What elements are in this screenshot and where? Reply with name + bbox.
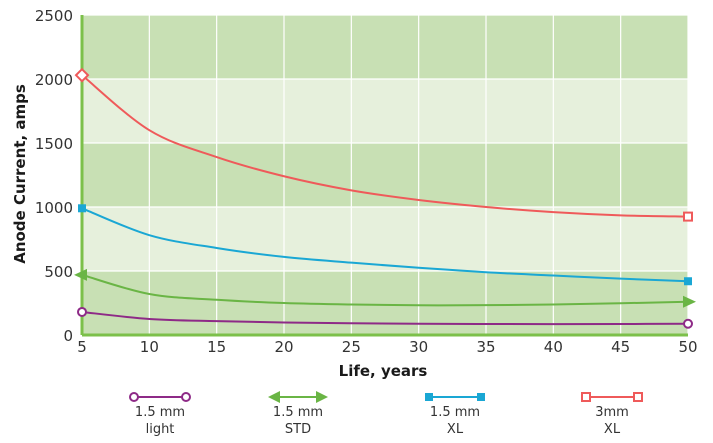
legend-item: 3mm XL xyxy=(581,392,643,437)
series-line xyxy=(81,310,689,326)
data-point-marker xyxy=(74,67,90,83)
data-point-marker xyxy=(683,318,693,329)
legend-marker xyxy=(268,391,280,403)
data-point-marker xyxy=(683,295,696,308)
legend-label: XL xyxy=(604,422,621,437)
legend: 1.5 mm light 1.5 mm STD 1.5 mm XL 3mm XL xyxy=(129,391,643,437)
y-tick-label: 1500 xyxy=(35,135,73,153)
legend-item: 1.5 mm light xyxy=(129,392,191,437)
x-axis-title: Life, years xyxy=(339,362,428,380)
x-tick-label: 45 xyxy=(611,338,630,356)
y-axis-title: Anode Current, amps xyxy=(11,84,29,264)
legend-label: 3mm xyxy=(595,405,629,420)
plot-band xyxy=(82,143,688,207)
data-point-marker xyxy=(477,393,485,401)
legend-label: STD xyxy=(285,422,311,437)
legend-label: 1.5 mm xyxy=(430,405,480,420)
legend-marker xyxy=(316,391,328,403)
legend-item: 1.5 mm XL xyxy=(425,393,485,437)
series xyxy=(74,268,696,308)
plot-band xyxy=(82,79,688,143)
legend-label: light xyxy=(146,422,175,437)
series xyxy=(78,204,692,286)
series xyxy=(74,67,693,222)
x-tick-label: 15 xyxy=(207,338,226,356)
data-point-marker xyxy=(581,392,591,402)
x-tick-label: 10 xyxy=(140,338,159,356)
data-point-marker xyxy=(181,392,191,402)
y-tick-label: 500 xyxy=(44,263,73,281)
series xyxy=(77,306,693,329)
x-tick-labels: 5 10 15 20 25 30 35 40 45 50 xyxy=(77,338,697,356)
y-tick-label: 2500 xyxy=(35,7,73,25)
data-point-marker xyxy=(425,393,433,401)
legend-label: 1.5 mm xyxy=(135,405,185,420)
series-line xyxy=(81,74,689,218)
plot-area xyxy=(82,15,688,335)
x-tick-label: 50 xyxy=(678,338,697,356)
series-line xyxy=(81,207,689,283)
legend-label: 1.5 mm xyxy=(273,405,323,420)
data-point-marker xyxy=(77,306,87,317)
x-tick-label: 20 xyxy=(274,338,293,356)
x-tick-label: 35 xyxy=(476,338,495,356)
data-point-marker xyxy=(633,392,643,402)
y-tick-label: 0 xyxy=(63,327,73,345)
data-point-marker xyxy=(684,277,692,286)
data-point-marker xyxy=(683,211,693,222)
x-tick-label: 25 xyxy=(342,338,361,356)
x-tick-label: 5 xyxy=(77,338,87,356)
data-point-marker xyxy=(74,268,87,281)
x-tick-label: 30 xyxy=(409,338,428,356)
y-tick-label: 2000 xyxy=(35,71,73,89)
legend-label: XL xyxy=(447,422,464,437)
plot-band xyxy=(82,15,688,79)
data-point-marker xyxy=(129,392,139,402)
y-tick-label: 1000 xyxy=(35,199,73,217)
x-tick-label: 40 xyxy=(544,338,563,356)
series-line xyxy=(81,273,689,307)
data-point-marker xyxy=(78,204,86,213)
y-tick-labels: 0 500 1000 1500 2000 2500 xyxy=(35,7,73,345)
plot-band xyxy=(82,207,688,271)
legend-item: 1.5 mm STD xyxy=(268,391,328,437)
series-layer xyxy=(74,67,696,329)
